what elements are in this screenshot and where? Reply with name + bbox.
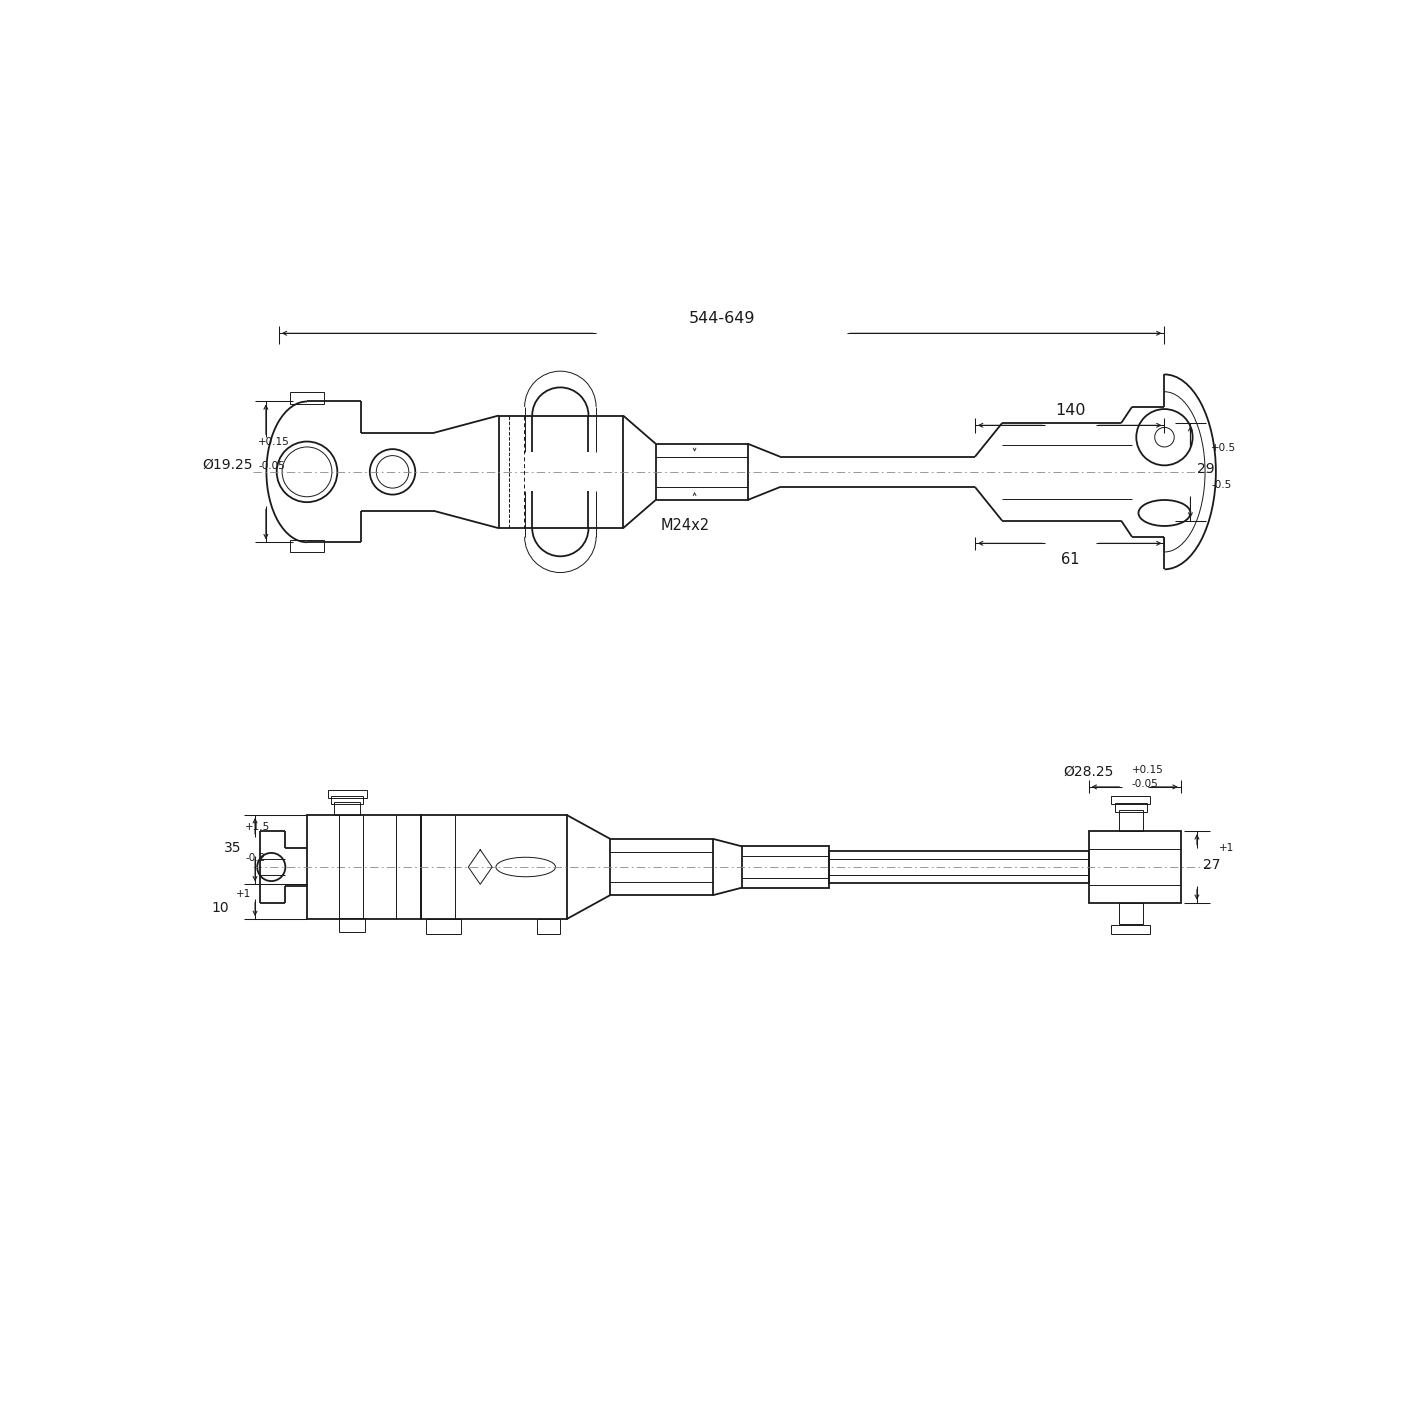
Bar [328,790,367,797]
Bar [1111,796,1150,804]
Bar [290,540,325,553]
Bar [426,920,461,934]
Bar [742,846,830,887]
Text: -0.2: -0.2 [245,853,266,863]
Text: 27: 27 [1204,858,1220,872]
Text: M24x2: M24x2 [661,519,710,533]
Bar [307,815,420,920]
Text: Ø19.25: Ø19.25 [202,457,253,471]
Text: 140: 140 [1054,402,1085,418]
Bar [330,796,363,804]
Text: -0.05: -0.05 [1132,779,1159,789]
Text: 544-649: 544-649 [689,311,755,326]
Bar [655,444,748,501]
Text: 10: 10 [211,901,229,915]
Bar [610,839,713,896]
Bar [1119,903,1143,924]
Text: 35: 35 [224,841,240,855]
Bar [1119,810,1143,831]
Text: -0.05: -0.05 [259,461,285,471]
Text: 29: 29 [1197,461,1215,475]
Bar [1111,925,1150,934]
Bar [339,918,366,932]
Text: +0.15: +0.15 [259,436,290,447]
Bar [1115,803,1147,811]
Text: +1.5: +1.5 [245,823,270,832]
Text: +0.15: +0.15 [1132,765,1164,775]
Bar [335,801,360,815]
Bar [420,815,567,920]
Text: +1: +1 [1219,842,1234,852]
Bar [1088,831,1181,903]
Text: +1: +1 [236,889,250,898]
Bar [290,392,325,404]
Text: -0.5: -0.5 [1211,479,1232,489]
Bar [828,851,1088,883]
Text: +0.5: +0.5 [1211,443,1236,453]
Text: Ø28.25: Ø28.25 [1063,765,1114,779]
Bar [499,416,623,529]
Bar [537,920,561,934]
Text: 61: 61 [1062,553,1080,567]
